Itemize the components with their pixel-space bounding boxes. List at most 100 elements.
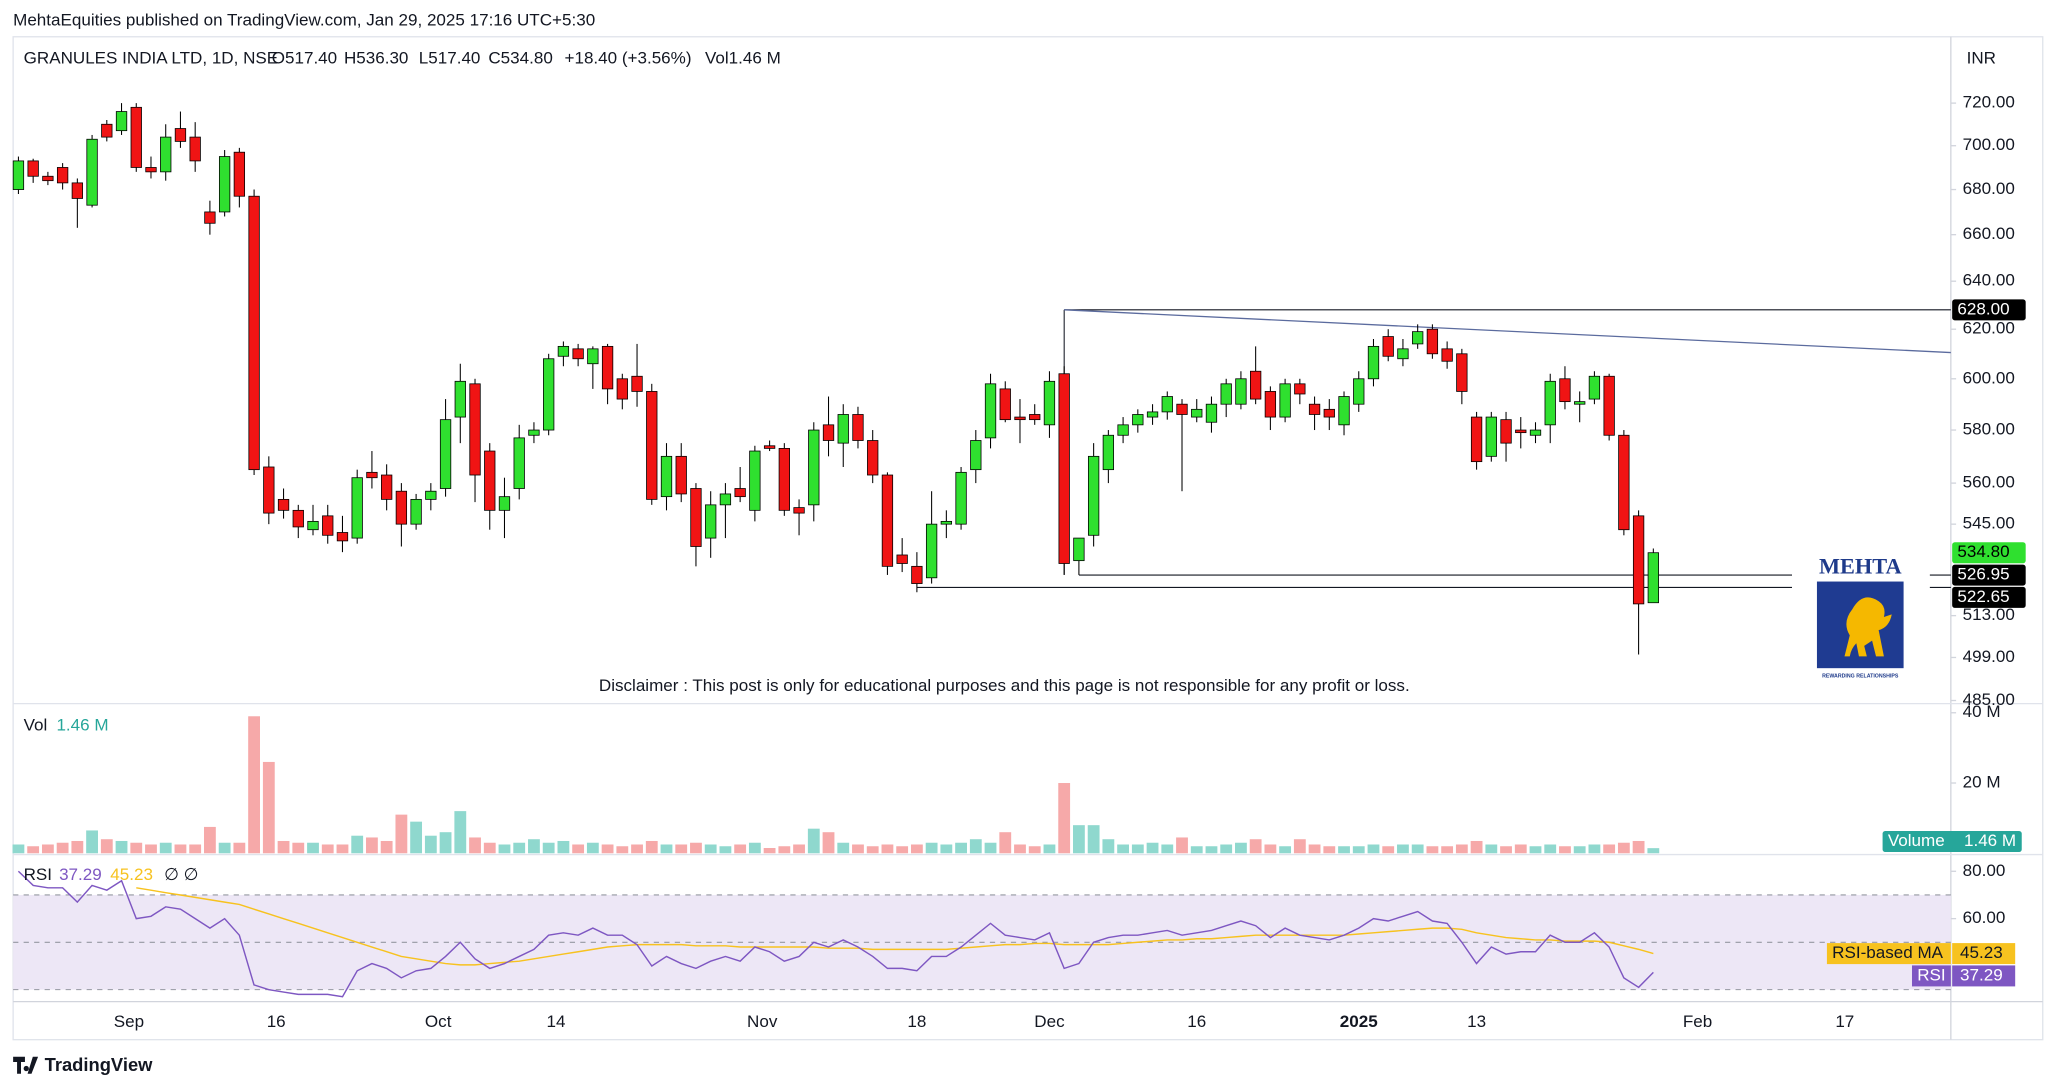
x-tick-label: 16 <box>267 1012 286 1031</box>
candle-body <box>896 554 908 564</box>
candle-body <box>1176 403 1188 415</box>
volume-bar <box>86 830 98 854</box>
y-tick-label: 545.00 <box>1963 514 2015 533</box>
candle-body <box>705 504 717 539</box>
symbol: GRANULES INDIA LTD, 1D, NSE <box>24 49 279 68</box>
volume-bar <box>513 842 526 854</box>
rsi-badge: RSI-based MA 45.23 <box>1826 943 2016 965</box>
y-tick-label: 720.00 <box>1963 93 2015 112</box>
candle-body <box>1456 353 1468 392</box>
volume-legend-label: Vol <box>24 715 48 734</box>
candle-body <box>410 498 422 525</box>
volume-bar <box>1014 844 1026 854</box>
volume-badge-value: 1.46 M <box>1964 831 2016 850</box>
candle-body <box>852 414 864 441</box>
candle-body <box>763 445 776 449</box>
candle-body <box>1500 419 1512 444</box>
volume-bar <box>1514 844 1527 854</box>
candle-body <box>1043 380 1056 426</box>
volume-bar <box>1072 825 1085 854</box>
candle-body <box>1117 424 1129 436</box>
candle-body <box>1559 378 1571 403</box>
volume-bar <box>807 828 820 854</box>
price-label-text: 522.65 <box>1957 587 2009 606</box>
volume-bar <box>1441 846 1454 854</box>
ohlc-value: O517.40 <box>272 49 337 68</box>
volume-bar <box>1352 846 1365 854</box>
volume-bar <box>984 842 997 854</box>
y-tick-label: 620.00 <box>1963 319 2015 338</box>
candle-body <box>1382 336 1394 357</box>
candle-body <box>925 523 938 579</box>
volume-bar <box>56 842 69 854</box>
footer-logo: TradingView <box>13 1054 153 1075</box>
candle-body <box>498 496 511 511</box>
x-tick-label: Feb <box>1683 1012 1712 1031</box>
candle-body <box>940 520 952 525</box>
volume-bar <box>1617 842 1630 854</box>
candle-body <box>1264 391 1277 418</box>
volume-bar <box>1028 846 1041 854</box>
y-tick-label: 660.00 <box>1963 224 2015 243</box>
candle-body <box>160 136 172 173</box>
x-tick-label: Sep <box>114 1012 144 1031</box>
price-label-bg <box>1952 564 2026 586</box>
y-tick-label: 700.00 <box>1963 135 2015 154</box>
candle-body <box>1235 378 1247 405</box>
volume-bar <box>1382 846 1395 854</box>
candle-body <box>1014 416 1026 421</box>
volume-bar <box>1235 842 1247 854</box>
rsi-badge-value: 37.29 <box>1960 965 2003 984</box>
ohlc-value: Vol1.46 M <box>705 49 781 68</box>
candle-body <box>513 437 525 489</box>
candle-body <box>1485 416 1497 457</box>
price-label: 534.80 <box>1952 542 2026 564</box>
volume-bar <box>1102 839 1115 854</box>
candle-body <box>837 414 849 444</box>
y-tick-label: 680.00 <box>1963 179 2015 198</box>
candle-body <box>1161 396 1173 413</box>
rsi-badge-value: 45.23 <box>1960 943 2003 962</box>
price-label: 522.65 <box>1952 586 2026 608</box>
volume-bar <box>1087 825 1100 854</box>
candle-body <box>970 440 982 471</box>
volume-bar <box>690 842 702 854</box>
candle-body <box>351 477 363 539</box>
candle-body <box>1191 408 1203 418</box>
x-tick-label: 17 <box>1835 1012 1854 1031</box>
candle-body <box>867 440 879 476</box>
volume-bar <box>1205 846 1218 854</box>
volume-bar <box>233 842 246 854</box>
ohlc-value: C534.80 <box>488 49 552 68</box>
candle-body <box>1441 348 1453 362</box>
volume-badge-bg <box>1882 830 2022 852</box>
y-tick-label: 80.00 <box>1963 861 2006 880</box>
candle-body <box>101 123 113 138</box>
volume-bar <box>793 844 805 854</box>
ohlc-value: L517.40 <box>419 49 481 68</box>
candle-body <box>395 490 408 525</box>
volume-bar <box>145 844 157 854</box>
candle-body <box>1529 429 1542 436</box>
volume-bar <box>1588 844 1601 854</box>
chart-frame <box>12 36 2044 1041</box>
volume-bar <box>1559 846 1571 854</box>
logo-title: MEHTA <box>1819 554 1902 579</box>
candle-body <box>646 391 658 500</box>
ohlc-value: H536.30 <box>344 49 408 68</box>
candle-body <box>1220 383 1232 405</box>
logo-lion <box>1844 597 1892 657</box>
currency: INR <box>1967 49 1996 68</box>
candle-body <box>336 532 349 542</box>
volume-bar <box>542 842 555 854</box>
volume-bar <box>734 844 747 854</box>
candle-body <box>366 471 378 479</box>
candle-body <box>27 160 39 177</box>
candle-body <box>42 175 54 182</box>
volume-bar <box>1411 844 1424 854</box>
volume-bar <box>130 842 143 854</box>
candle-body <box>1338 396 1350 426</box>
rsi-badge-name: RSI-based MA <box>1832 943 1943 962</box>
candle-body <box>1515 429 1527 434</box>
volume-bar <box>925 842 938 854</box>
